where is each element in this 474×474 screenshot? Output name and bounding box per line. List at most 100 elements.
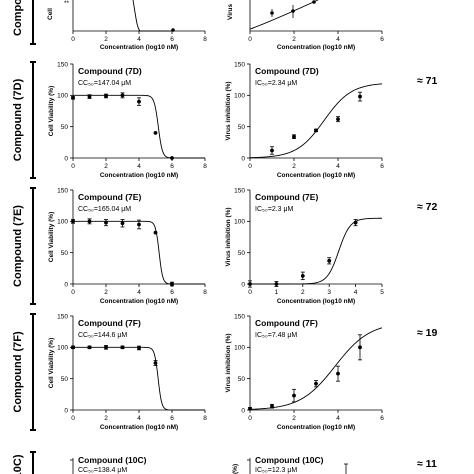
left-fit-curve [132,0,172,32]
data-point [137,99,141,104]
data-point [358,345,362,350]
x-tick-label: 4 [336,163,340,170]
data-point [120,221,125,226]
x-tick-label: 0 [71,36,75,43]
panel-annotation: CC₅₀=165.04 μM [78,206,131,213]
right-fit-curve [249,0,319,30]
panel-annotation: CC₅₀=144.6 μM [78,332,127,339]
fit-curve [249,83,383,159]
panel-annotation: CC₅₀=147.04 μM [78,80,131,87]
x-tick-label: 4 [354,289,358,296]
right-x-axis-label: Concentration (log10 nM) [277,44,355,51]
x-tick-label: 2 [292,415,296,422]
data-point [300,273,305,278]
data-point [314,381,318,386]
selectivity-ratio: ≈ 71 [417,75,438,87]
x-tick-label: 0 [248,415,252,422]
y-tick-label: 150 [57,61,68,68]
top-partial-row: Compo Cell ** 0 2 4 6 8 Concentration (log10… [12,0,384,51]
data-point [71,345,75,350]
cytotoxicity-panel: 0 50 100 150 0 2 4 6 8 Concentration (log10 nM) Ce… [48,61,207,179]
data-point [153,131,158,135]
compound-row-label: Compound (7D) [12,78,24,161]
x-tick-label: 6 [170,415,174,422]
y-axis-label: Cell Viability (%) [48,212,55,262]
data-point [358,94,362,99]
left-x-ticks: 0 2 4 6 8 [71,31,207,43]
y-tick-label: 0 [241,407,245,414]
right-ylabel-fragment: Virus [227,3,234,20]
compound-row-label: (10C) [12,454,24,474]
antiviral-panel: 0 50 100 150 0 1 2 3 4 5 Concentration (log10 nM) V… [225,187,384,305]
data-point [104,94,108,98]
left-x-axis-label: Concentration (log10 nM) [100,44,178,51]
data-point [274,282,279,286]
cytotoxicity-panel: 0 50 100 150 0 2 4 6 8 Concentration (log10 nM) Ce… [48,313,207,431]
data-point [353,220,358,225]
compound-row-label: Compound (7F) [12,331,24,413]
selectivity-ratio: ≈ 19 [417,327,438,339]
x-axis-label: Concentration (log10 nM) [277,172,355,179]
y-tick-label: 50 [238,250,246,257]
fit-curve [249,327,383,410]
y-tick-label: 150 [57,313,68,320]
y-tick-label: 0 [64,281,68,288]
left-panel-title: Compound (10C) [78,455,147,465]
x-tick-label: 4 [137,415,141,422]
x-tick-label: 8 [203,163,207,170]
fit-curve [250,217,383,285]
y-tick-label: 0 [64,407,68,414]
y-tick-label: 50 [238,376,246,383]
cytotoxicity-panel: 0 50 100 150 0 2 4 6 8 Concentration (log10 nM) Ce… [48,187,207,305]
y-tick-label: 150 [234,61,245,68]
right-ylabel-fragment: (%) [232,464,239,474]
data-point [87,219,92,224]
x-axis-label: Concentration (log10 nM) [277,298,355,305]
y-tick-label: 0 [241,155,245,162]
y-tick-label: 100 [234,93,245,100]
fit-curve [73,220,205,285]
selectivity-ratio: ≈ 72 [417,201,438,213]
x-tick-label: 0 [71,415,75,422]
x-tick-label: 4 [336,415,340,422]
x-tick-label: 2 [104,36,108,43]
x-tick-label: 5 [380,289,384,296]
data-point [120,93,125,98]
y-tick-label: 50 [238,124,246,131]
x-tick-label: 0 [71,289,75,296]
x-tick-label: 2 [292,36,296,43]
x-tick-label: 2 [301,289,305,296]
data-point [270,148,274,153]
panel-title: Compound (7E) [255,192,318,202]
panel-title: Compound (7E) [78,192,141,202]
panel-title: Compound (7F) [255,318,318,328]
x-tick-label: 4 [336,36,340,43]
compound-row: Compound (7F) 0 50 100 150 0 2 4 6 8 Concentration… [12,313,438,431]
data-point [87,94,92,99]
x-tick-label: 4 [137,36,141,43]
bottom-partial-row: (10C) Compound (10C) CC₅₀=138.4 μM (%) C… [12,451,437,474]
x-tick-label: 6 [380,415,384,422]
x-tick-label: 2 [292,163,296,170]
data-point [71,95,75,100]
x-axis-label: Concentration (log10 nM) [100,172,178,179]
y-tick-label: 50 [61,250,69,257]
x-tick-label: 6 [170,36,174,43]
panel-annotation: IC₅₀=7.48 μM [255,332,297,339]
panel-annotation: IC₅₀=2.34 μM [255,80,297,87]
panel-annotation: IC₅₀=2.3 μM [255,206,294,213]
panel-title: Compound (7D) [78,66,142,76]
antiviral-panel: 0 50 100 150 0 2 4 6 Concentration (log10 nM) Vir… [225,61,384,179]
compound-row-label: Compound (7E) [12,205,24,287]
data-point [336,117,340,122]
data-point [292,393,296,398]
fit-curve [73,346,205,411]
fit-curve [73,94,205,159]
compound-row: Compound (7D) 0 50 100 150 0 2 4 6 8 Concentration… [12,61,438,179]
data-point [171,28,175,32]
data-point [104,345,108,350]
data-point [312,0,316,4]
data-point [170,156,174,160]
x-tick-label: 8 [203,415,207,422]
